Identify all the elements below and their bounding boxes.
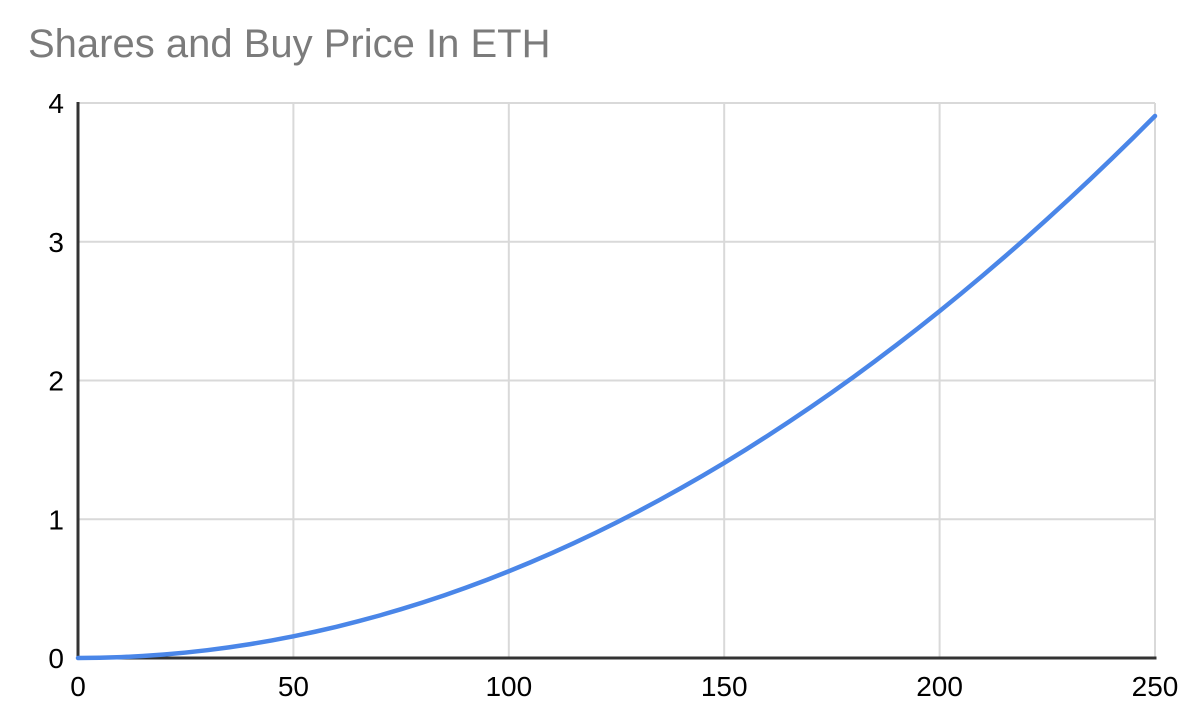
y-tick-label: 0: [48, 643, 64, 674]
x-tick-label: 50: [278, 671, 309, 702]
x-tick-label: 150: [701, 671, 748, 702]
x-tick-label: 250: [1132, 671, 1179, 702]
x-tick-label: 0: [70, 671, 86, 702]
y-tick-label: 1: [48, 504, 64, 535]
y-tick-label: 2: [48, 366, 64, 397]
x-tick-label: 200: [916, 671, 963, 702]
y-tick-label: 3: [48, 227, 64, 258]
chart-title: Shares and Buy Price In ETH: [28, 22, 551, 66]
y-tick-label: 4: [48, 88, 64, 119]
price-curve: [75, 113, 1158, 661]
x-tick-label: 100: [485, 671, 532, 702]
